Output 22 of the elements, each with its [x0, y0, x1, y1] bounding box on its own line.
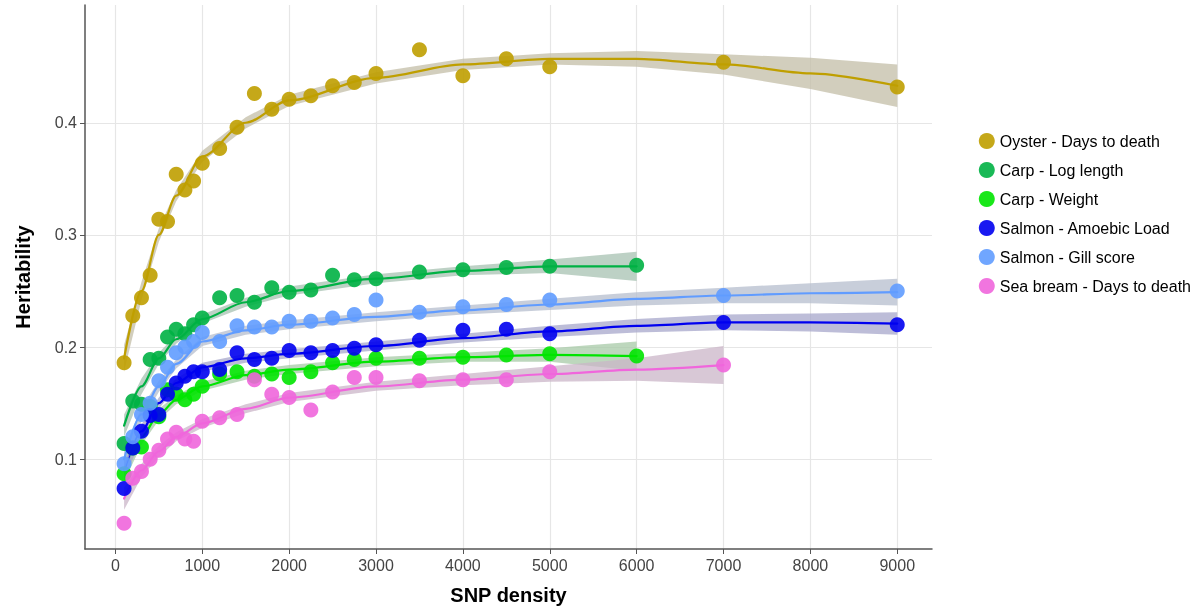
x-tick-label: 2000 — [271, 556, 308, 574]
legend-label: Salmon - Gill score — [999, 248, 1136, 266]
y-tick-label: 0.1 — [54, 450, 78, 468]
legend-label: Carp - Log length — [999, 161, 1124, 179]
y-tick-label: 0.4 — [54, 114, 78, 132]
legend-label: Carp - Weight — [999, 190, 1099, 208]
x-tick-label: 1000 — [184, 556, 221, 574]
x-tick-label: 3000 — [358, 556, 394, 574]
legend-label: Sea bream - Days to death — [999, 277, 1192, 295]
x-tick-label: 4000 — [445, 556, 481, 574]
x-axis-title: SNP density — [450, 584, 568, 606]
y-axis-title: Heritability — [12, 224, 34, 329]
x-tick-label: 5000 — [531, 556, 568, 574]
legend-label: Salmon - Amoebic Load — [999, 219, 1170, 237]
legend-label: Oyster - Days to death — [999, 132, 1160, 150]
x-tick-label: 9000 — [879, 556, 916, 574]
x-tick-label: 6000 — [618, 556, 655, 574]
x-tick-label: 8000 — [792, 556, 829, 574]
y-tick-label: 0.2 — [54, 338, 78, 356]
x-tick-label: 0 — [110, 556, 120, 574]
x-tick-label: 7000 — [705, 556, 742, 574]
y-tick-label: 0.3 — [54, 226, 78, 244]
